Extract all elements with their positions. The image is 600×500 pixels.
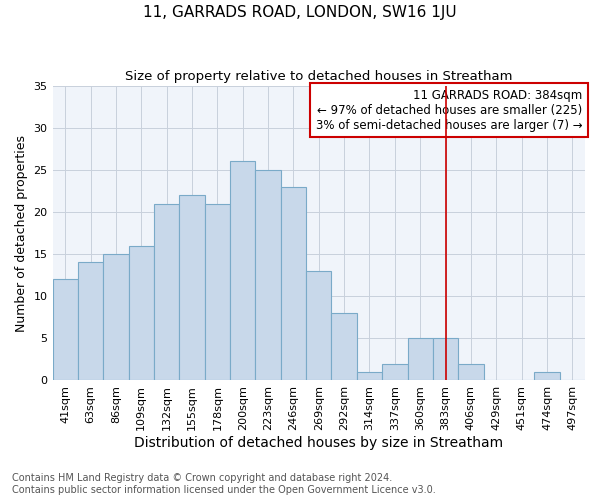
Bar [78,262,103,380]
Text: 11 GARRADS ROAD: 384sqm
← 97% of detached houses are smaller (225)
3% of semi-de: 11 GARRADS ROAD: 384sqm ← 97% of detache… [316,88,583,132]
Bar [256,170,281,380]
Bar [306,271,331,380]
X-axis label: Distribution of detached houses by size in Streatham: Distribution of detached houses by size … [134,436,503,450]
Bar [534,372,560,380]
Text: Contains HM Land Registry data © Crown copyright and database right 2024.
Contai: Contains HM Land Registry data © Crown c… [12,474,436,495]
Bar [205,204,230,380]
Bar [382,364,407,380]
Bar [357,372,382,380]
Bar [433,338,458,380]
Bar [179,195,205,380]
Bar [53,280,78,380]
Bar [230,162,256,380]
Bar [331,313,357,380]
Bar [458,364,484,380]
Bar [103,254,128,380]
Text: 11, GARRADS ROAD, LONDON, SW16 1JU: 11, GARRADS ROAD, LONDON, SW16 1JU [143,5,457,20]
Title: Size of property relative to detached houses in Streatham: Size of property relative to detached ho… [125,70,512,83]
Bar [154,204,179,380]
Y-axis label: Number of detached properties: Number of detached properties [15,134,28,332]
Bar [407,338,433,380]
Bar [281,186,306,380]
Bar [128,246,154,380]
